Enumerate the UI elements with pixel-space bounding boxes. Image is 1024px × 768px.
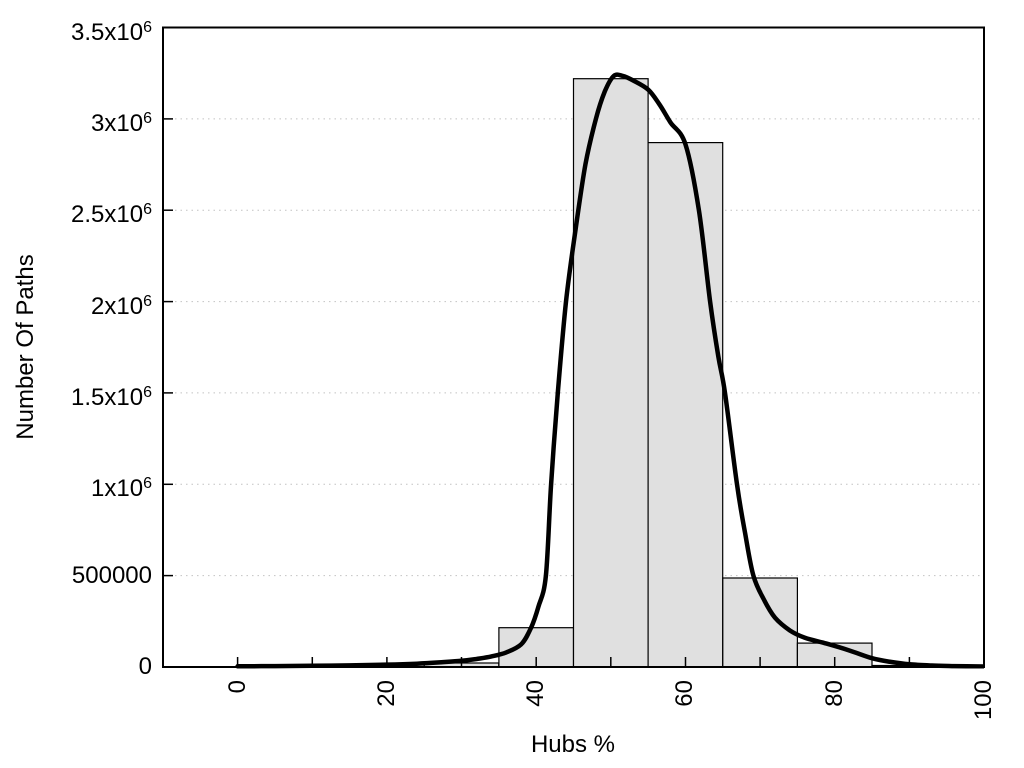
y-tick-label: 2.5x106	[71, 201, 152, 228]
distribution-curve	[235, 72, 984, 669]
x-axis-title: Hubs %	[530, 731, 616, 758]
plot-border	[162, 26, 985, 668]
x-tick-label: 0	[224, 680, 251, 694]
x-tick-label: 60	[671, 680, 698, 707]
histogram-bar	[647, 142, 724, 668]
x-tick-label: 20	[373, 680, 400, 707]
y-tick-label: 3.5x106	[71, 19, 152, 46]
y-tick-label: 0	[138, 653, 152, 680]
y-tick-label: 2x106	[91, 293, 152, 320]
x-tick-label: 80	[821, 680, 848, 707]
y-tick-label: 500000	[71, 562, 152, 589]
y-axis-title: Number Of Paths	[12, 254, 39, 440]
y-tick-label: 1.5x106	[71, 384, 152, 411]
y-tick-label: 3x106	[91, 110, 152, 137]
y-tick-label: 1x106	[91, 475, 152, 502]
x-tick-label: 100	[970, 680, 997, 721]
